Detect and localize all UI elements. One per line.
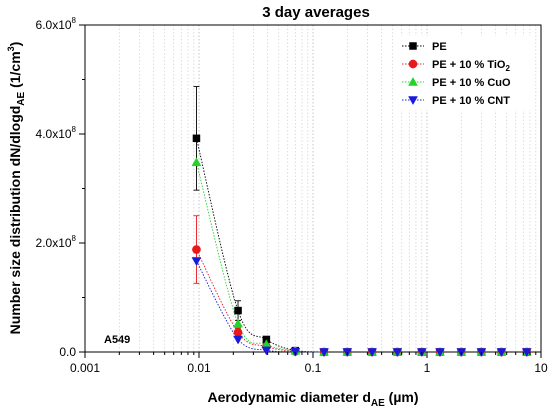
y-tick-label: 4.0x108 <box>36 125 77 141</box>
data-markers <box>191 134 532 358</box>
data-point <box>319 348 329 358</box>
legend: PE PE + 10 % TiO2 PE + 10 % CuO PE + 10 % C… <box>397 36 533 110</box>
data-point <box>521 348 532 358</box>
x-tick-label: 1 <box>424 361 431 375</box>
y-tick-label: 2.0x108 <box>36 234 77 250</box>
legend-marker <box>408 76 418 86</box>
data-point <box>367 348 378 358</box>
data-point <box>192 134 201 143</box>
data-point <box>233 318 243 328</box>
chart-title: 3 day averages <box>262 4 370 21</box>
annotation-a549: A549 <box>104 334 130 346</box>
fit-curves <box>196 138 325 353</box>
fit-curve <box>196 138 325 353</box>
y-axis: 0.0 2.0x108 4.0x108 6.0x108 <box>36 16 85 359</box>
x-axis-label: Aerodynamic diameter dAE (µm) <box>207 389 418 409</box>
x-tick-label: 10 <box>534 361 548 375</box>
x-tick-label: 0.01 <box>187 361 211 375</box>
data-point <box>435 348 445 358</box>
legend-label: PE + 10 % CNT <box>432 95 510 107</box>
data-point <box>233 328 243 337</box>
legend-label: PE <box>432 41 447 53</box>
legend-marker <box>409 42 417 50</box>
legend-box <box>397 36 533 110</box>
legend-label: PE + 10 % CuO <box>432 77 511 89</box>
data-point <box>192 245 201 254</box>
fit-curve <box>196 260 325 353</box>
y-tick-label: 6.0x108 <box>36 16 77 32</box>
x-tick-label: 0.1 <box>305 361 322 375</box>
x-tick-label: 0.001 <box>70 361 100 375</box>
x-axis: 0.001 0.01 0.1 1 10 <box>70 352 548 375</box>
data-point <box>261 346 272 356</box>
data-point <box>191 157 202 167</box>
fit-curve <box>196 162 325 353</box>
legend-marker <box>408 59 418 69</box>
legend-marker <box>408 96 418 106</box>
data-point <box>234 306 242 315</box>
data-point <box>496 348 507 358</box>
y-axis-label: Number size distribution dN/dlogdAE (1/c… <box>6 42 27 335</box>
data-point <box>392 348 403 358</box>
legend-label: PE + 10 % TiO2 <box>432 59 510 73</box>
data-point <box>233 335 243 345</box>
y-tick-label: 0.0 <box>59 345 76 359</box>
data-point <box>191 257 202 266</box>
